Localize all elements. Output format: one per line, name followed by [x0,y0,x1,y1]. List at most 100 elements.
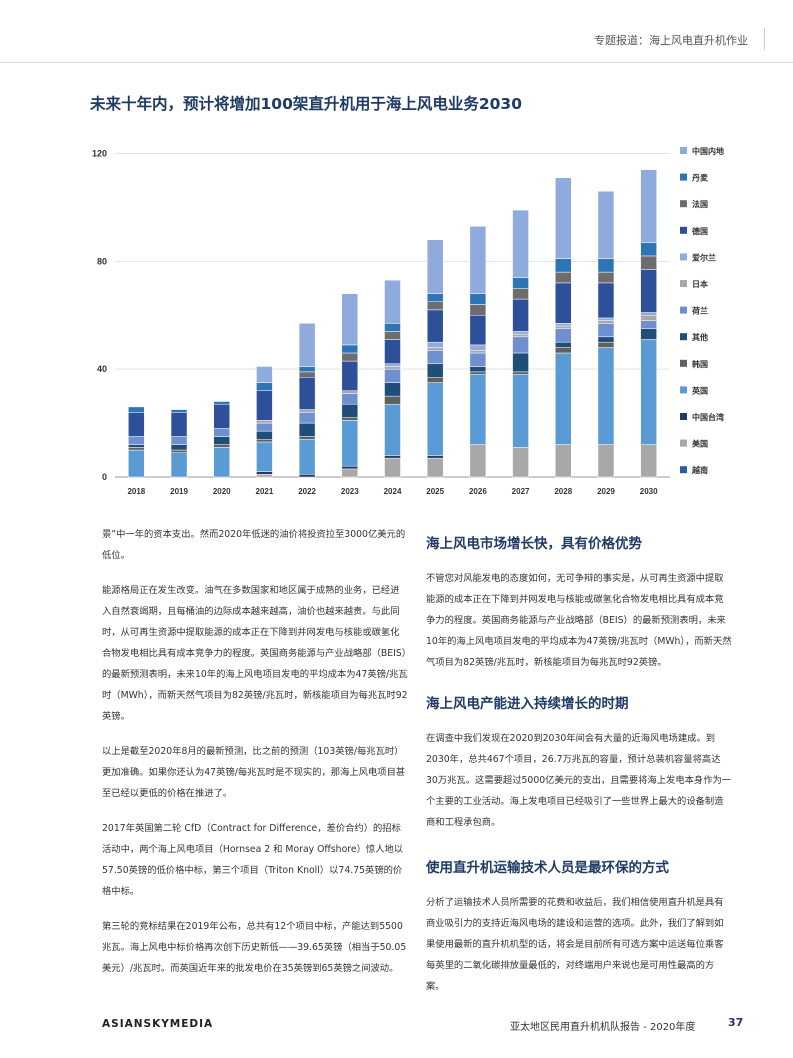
bar-segment [384,457,401,478]
bar-segment [469,304,487,316]
bar-segment [555,328,572,343]
legend-label: 德国 [692,226,708,236]
legend-label: 韩国 [692,359,708,369]
bar-segment [298,422,316,437]
x-tick-label: 2025 [426,487,444,496]
bar-segment [128,449,145,478]
bar-segment [170,412,188,437]
legend-label: 爱尔兰 [692,252,716,262]
bar-segment [341,390,359,394]
section-title-helicopter-transport: 使用直升机运输技术人员是最环保的方式 [426,860,669,876]
x-tick-label: 2023 [341,487,359,496]
x-tick-label: 2021 [256,487,274,496]
bar-segment [213,401,230,405]
bar-segment [597,271,615,284]
bar-segment [555,177,572,259]
bar-segment [426,347,444,351]
y-tick-label: 40 [97,364,107,374]
header-divider [0,62,793,63]
bar-segment [426,301,444,311]
bar-segment [298,439,316,475]
legend-swatch [680,333,687,341]
bar-segment [555,282,572,324]
bar-segment [298,409,316,413]
bar-segment [597,320,615,324]
section-text-capacity-growth: 在调查中我们发现在2020到2030年间会有大量的近海风电场建成。到2030年，… [426,733,732,828]
legend-label: 日本 [692,279,708,289]
bar-segment [597,347,615,445]
bar-segment [640,320,657,329]
bar-segment [384,455,401,459]
legend-swatch [680,359,687,367]
bar-segment [469,352,487,367]
bar-segment [469,366,487,373]
bar-segment [512,371,529,375]
bar-segment [640,255,657,270]
bar-segment [597,323,615,338]
bar-segment [512,288,529,300]
x-tick-label: 2028 [554,487,572,496]
bar-segment [597,444,615,478]
x-tick-label: 2020 [213,487,231,496]
chart-title: 未来十年内，预计将增加100架直升机用于海上风电业务2030 [90,95,522,113]
bar-segment [597,336,615,343]
bar-segment [298,371,316,378]
bar-segment [170,444,188,451]
bar-segment [640,444,657,478]
bar-segment [298,474,316,478]
bar-segment [469,293,487,305]
paragraph: 能源格局正在发生改变。油气在多数国家和地区属于成熟的业务，已经进入自然衰竭期，且… [102,585,408,722]
bar-segment [341,393,359,405]
bar-segment [555,323,572,327]
legend-label: 中国内地 [692,146,724,156]
bar-segment [640,339,657,445]
y-tick-label: 120 [92,148,107,158]
y-tick-label: 0 [102,472,107,482]
bar-segment [555,347,572,354]
bar-segment [426,239,444,294]
bar-segment [341,344,359,354]
x-tick-label: 2030 [640,487,658,496]
stacked-bar-chart: 0 40 80 120 2018 2019 2020 2021 2022 2023 2024 2025… [92,146,724,496]
bar-segment [555,271,572,284]
bar-segment [341,403,359,418]
bar-segment [341,293,359,346]
bar-segment [341,360,359,391]
section-text-helicopter-transport: 分析了运输技术人员所需要的花费和收益后，我们相信使用直升机是具有商业吸引力的支持… [426,897,724,992]
bar-segment [384,403,401,456]
legend-label: 美国 [692,439,708,449]
bar-segment [213,444,230,448]
bar-segment [341,417,359,421]
bar-segment [256,390,273,421]
legend-swatch [680,147,687,154]
legend-label: 中国台湾 [692,412,724,422]
bar-segment [170,452,188,478]
bar-segment [213,403,230,429]
bar-segment [341,468,359,478]
bar-segment [213,436,230,445]
bar-segment [640,169,657,243]
left-column: 景”中一年的资本支出。然而2020年低迷的油价将投资拉至3000亿美元的低位。 … [102,524,408,993]
bar-segment [640,328,657,340]
bar-segment [512,374,529,448]
bar-segment [256,422,273,432]
legend-swatch [680,413,687,420]
bar-segment [384,323,401,332]
bar-segment [256,471,273,475]
section-title-market-growth: 海上风电市场增长快，具有价格优势 [426,536,642,552]
bar-segment [384,395,401,405]
page-number: 37 [728,1016,744,1029]
legend-swatch [680,466,687,474]
bar-segment [555,258,572,273]
x-tick-label: 2026 [469,487,487,496]
bar-segment [426,455,444,459]
bar-segment [298,323,316,367]
bar-segment [384,382,401,397]
bar-segment [469,444,487,478]
bar-segment [170,449,188,453]
x-tick-label: 2024 [384,487,402,496]
bar-segment [640,314,657,321]
x-tick-label: 2029 [597,487,615,496]
y-tick-label: 80 [97,256,107,266]
legend-label: 英国 [691,385,708,395]
